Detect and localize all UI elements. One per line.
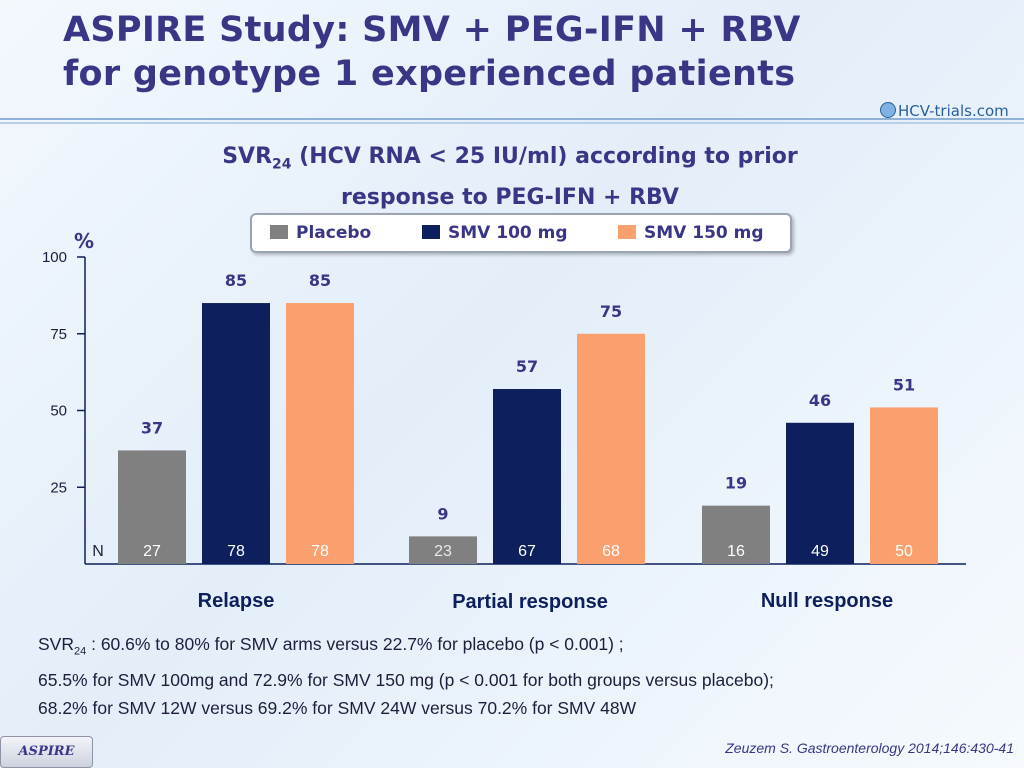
legend-label-smv100: SMV 100 mg bbox=[448, 223, 568, 243]
bar bbox=[286, 303, 354, 564]
bar-value-label: 85 bbox=[309, 271, 331, 290]
bar-n-label: 23 bbox=[434, 543, 452, 560]
study-notes: SVR24 : 60.6% to 80% for SMV arms versus… bbox=[38, 630, 1018, 722]
bar-n-label: 49 bbox=[811, 543, 829, 560]
bar bbox=[409, 536, 477, 564]
title-divider bbox=[0, 118, 1024, 126]
bar-n-label: 16 bbox=[727, 543, 745, 560]
bar bbox=[202, 303, 270, 564]
bar-n-label: 68 bbox=[602, 543, 620, 560]
note-line-1: : 60.6% to 80% for SMV arms versus 22.7%… bbox=[86, 634, 624, 654]
legend-swatch-smv100 bbox=[422, 225, 440, 239]
chart-subtitle: SVR24 (HCV RNA < 25 IU/ml) according to … bbox=[150, 140, 870, 214]
bar-value-label: 85 bbox=[225, 271, 247, 290]
y-tick-label: 25 bbox=[50, 479, 67, 496]
y-tick-label: 75 bbox=[50, 326, 67, 343]
citation: Zeuzem S. Gastroenterology 2014;146:430-… bbox=[725, 740, 1014, 756]
hcv-trials-logo: HCV-trials.com bbox=[880, 100, 1020, 124]
logo-icon bbox=[880, 102, 896, 118]
bar-value-label: 75 bbox=[600, 302, 622, 321]
category-label: Relapse bbox=[198, 590, 275, 612]
y-axis-label: % bbox=[74, 229, 94, 253]
bar-n-label: 78 bbox=[227, 543, 245, 560]
bar-value-label: 9 bbox=[437, 504, 448, 523]
bar-value-label: 37 bbox=[141, 418, 163, 437]
subtitle-line-1: (HCV RNA < 25 IU/ml) according to prior bbox=[291, 144, 798, 169]
bar-value-label: 19 bbox=[725, 474, 747, 493]
bar bbox=[577, 333, 645, 564]
bar bbox=[786, 422, 854, 564]
subtitle-line-2: response to PEG-IFN + RBV bbox=[341, 185, 679, 211]
chart-legend: Placebo SMV 100 mg SMV 150 mg bbox=[250, 213, 792, 253]
aspire-badge: ASPIRE bbox=[0, 736, 93, 768]
title-line-2: for genotype 1 experienced patients bbox=[63, 54, 796, 94]
note-line-2: 65.5% for SMV 100mg and 72.9% for SMV 15… bbox=[38, 669, 774, 690]
subtitle-svr-subscript: 24 bbox=[272, 156, 292, 173]
logo-text: HCV-trials.com bbox=[898, 102, 1009, 120]
legend-item-smv100: SMV 100 mg bbox=[422, 223, 568, 243]
bar-value-label: 51 bbox=[893, 375, 915, 394]
bar-n-label: 50 bbox=[895, 543, 913, 560]
bar bbox=[870, 407, 938, 564]
bar bbox=[118, 450, 186, 564]
bar bbox=[702, 505, 770, 564]
y-tick-label: 100 bbox=[42, 249, 67, 266]
legend-label-smv150: SMV 150 mg bbox=[644, 223, 764, 243]
subtitle-svr: SVR bbox=[222, 144, 273, 169]
bar-n-label: 27 bbox=[143, 543, 161, 560]
bar-value-label: 57 bbox=[516, 357, 538, 376]
category-label: Partial response bbox=[452, 591, 608, 613]
legend-item-placebo: Placebo bbox=[270, 223, 371, 243]
bar-chart: 25 50 75 100% N 37 27 85 78 85 78 Relapse 9 23 57 67 75 6… bbox=[42, 229, 966, 613]
title-line-1: ASPIRE Study: SMV + PEG-IFN + RBV bbox=[63, 10, 801, 50]
bar-value-label: 46 bbox=[809, 391, 831, 410]
n-row-label: N bbox=[92, 543, 104, 560]
legend-item-smv150: SMV 150 mg bbox=[618, 223, 764, 243]
legend-swatch-placebo bbox=[270, 225, 288, 239]
y-tick-label: 50 bbox=[50, 403, 67, 420]
note-svr-subscript: 24 bbox=[73, 645, 87, 658]
category-label: Null response bbox=[761, 590, 893, 612]
bar-n-label: 67 bbox=[518, 543, 536, 560]
slide-title: ASPIRE Study: SMV + PEG-IFN + RBV for ge… bbox=[63, 8, 801, 96]
legend-label-placebo: Placebo bbox=[296, 223, 372, 243]
legend-swatch-smv150 bbox=[618, 225, 636, 239]
note-line-3: 68.2% for SMV 12W versus 69.2% for SMV 2… bbox=[38, 697, 637, 718]
note-svr: SVR bbox=[38, 634, 74, 654]
bar-n-label: 78 bbox=[311, 543, 329, 560]
bar bbox=[493, 389, 561, 564]
